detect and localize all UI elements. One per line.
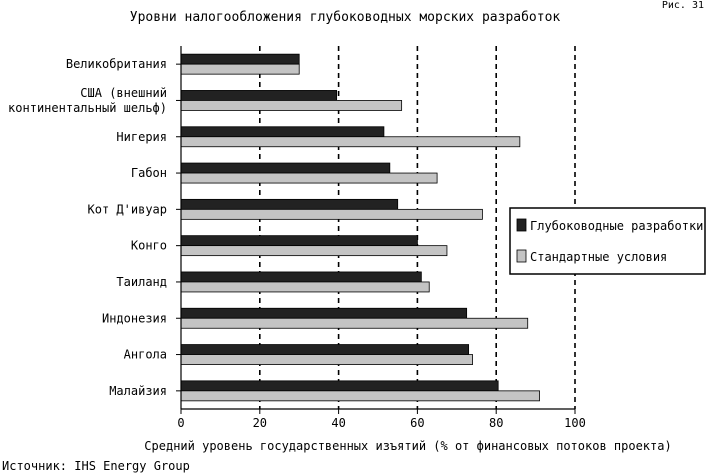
bar-standard — [180, 136, 521, 148]
bar-standard — [180, 390, 540, 402]
bar-standard — [180, 317, 529, 329]
category-label: Индонезия — [102, 311, 167, 325]
x-tick-label: 40 — [331, 416, 345, 430]
category-label: Таиланд — [116, 275, 167, 289]
category-label: США (внешний континентальный шельф) — [8, 86, 167, 115]
bar-standard — [180, 208, 483, 220]
x-tick-label: 60 — [410, 416, 424, 430]
bar-deepwater — [180, 126, 385, 138]
bar-standard — [180, 100, 403, 111]
bar-deepwater — [180, 271, 422, 283]
category-label: Ангола — [124, 348, 167, 362]
x-tick-label: 100 — [564, 416, 586, 430]
bar-standard — [180, 245, 448, 257]
bar-deepwater — [180, 53, 300, 65]
bar-deepwater — [180, 235, 418, 247]
bar-deepwater — [180, 344, 470, 355]
legend-label-standard: Стандартные условия — [530, 250, 667, 264]
bar-deepwater — [180, 162, 391, 174]
source-note: Источник: IHS Energy Group — [2, 459, 190, 473]
legend-swatch-deepwater — [516, 218, 527, 232]
bar-deepwater — [180, 90, 338, 101]
x-tick-label: 20 — [253, 416, 267, 430]
bar-deepwater — [180, 380, 499, 392]
x-axis-label: Средний уровень государственных изъятий … — [144, 439, 671, 453]
chart-title: Уровни налогообложения глубоководных мор… — [129, 10, 561, 25]
legend-swatch-standard — [516, 249, 527, 263]
category-label: Нигерия — [116, 130, 167, 144]
legend-box — [509, 207, 706, 275]
category-labels: Великобритания США (внешний континентальны… — [8, 57, 167, 398]
category-label: Кот Д'ивуар — [88, 202, 167, 216]
bar-deepwater — [180, 198, 399, 210]
bar-standard — [180, 354, 473, 365]
bars — [180, 53, 540, 402]
axes: 0 20 40 60 80 100 — [176, 46, 586, 430]
category-label: Конго — [131, 239, 167, 253]
bar-deepwater — [180, 307, 468, 319]
bar-standard — [180, 63, 300, 75]
x-tick-label: 0 — [177, 416, 184, 430]
legend-label-deepwater: Глубоководные разработки — [530, 219, 703, 233]
category-label: Малайзия — [109, 384, 167, 398]
figure-number: Рис. 31 — [661, 0, 704, 11]
x-tick-label: 80 — [489, 416, 503, 430]
category-label: Габон — [131, 166, 167, 180]
legend: Глубоководные разработки Стандартные усл… — [509, 207, 706, 275]
category-label: Великобритания — [66, 57, 167, 71]
bar-standard — [180, 281, 430, 293]
bar-standard — [180, 172, 438, 184]
